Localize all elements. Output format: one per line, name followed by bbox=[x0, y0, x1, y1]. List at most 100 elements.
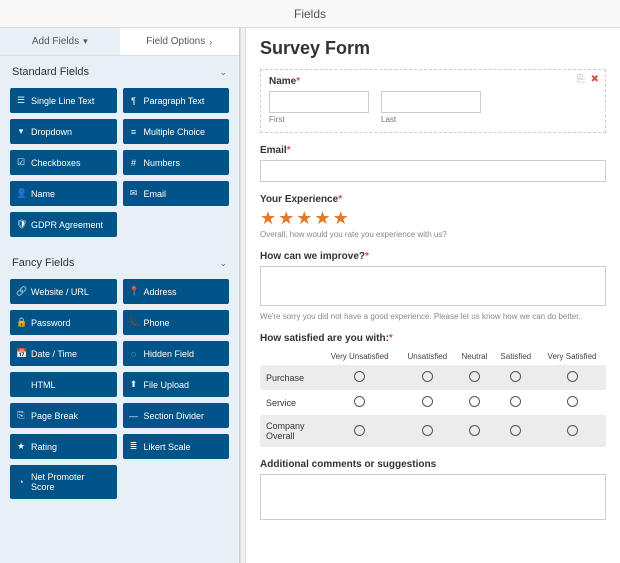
field-button-dropdown[interactable]: ▾Dropdown bbox=[10, 119, 117, 144]
field-name[interactable]: ⎘ ✖ Name* First Last bbox=[260, 69, 606, 133]
likert-radio[interactable] bbox=[422, 396, 433, 407]
likert-row-label: Service bbox=[260, 390, 320, 415]
likert-radio[interactable] bbox=[510, 371, 521, 382]
field-button-checkboxes[interactable]: ☑Checkboxes bbox=[10, 150, 117, 175]
likert-row: Purchase bbox=[260, 365, 606, 390]
duplicate-icon[interactable]: ⎘ bbox=[577, 74, 585, 85]
field-button-grid: 🔗Website / URL 📍 Address 🔒Password 📞 Phone 📅Da… bbox=[0, 275, 239, 509]
field-button-label: Address bbox=[144, 287, 177, 297]
field-button-hidden-field[interactable]: ◌Hidden Field bbox=[123, 341, 230, 366]
field-button-numbers[interactable]: #Numbers bbox=[123, 150, 230, 175]
field-button-gdpr-agreement[interactable]: 🛡GDPR Agreement bbox=[10, 212, 117, 237]
field-button-multiple-choice[interactable]: ≡Multiple Choice bbox=[123, 119, 230, 144]
phone-icon: 📞 bbox=[129, 317, 139, 328]
field-button-website-url[interactable]: 🔗Website / URL bbox=[10, 279, 117, 304]
star-icon[interactable]: ★ bbox=[260, 209, 276, 227]
field-button-page-break[interactable]: ⎘Page Break bbox=[10, 403, 117, 428]
comments-label: Additional comments or suggestions bbox=[260, 459, 606, 470]
likert-radio[interactable] bbox=[422, 425, 433, 436]
improve-label: How can we improve? bbox=[260, 251, 365, 262]
likert-radio[interactable] bbox=[354, 396, 365, 407]
vertical-divider[interactable] bbox=[240, 28, 246, 563]
likert-radio[interactable] bbox=[354, 371, 365, 382]
improve-hint: We're sorry you did not have a good expe… bbox=[260, 312, 606, 321]
field-button-paragraph-text[interactable]: ¶Paragraph Text bbox=[123, 88, 230, 113]
field-button-label: Likert Scale bbox=[144, 442, 191, 452]
single-line-text-icon: ☰ bbox=[16, 95, 26, 106]
field-button-phone[interactable]: 📞 Phone bbox=[123, 310, 230, 335]
field-satisfied[interactable]: How satisfied are you with:* Very Unsati… bbox=[260, 333, 606, 447]
likert-col-header: Very Unsatisfied bbox=[320, 348, 399, 365]
form-preview: Survey Form ⎘ ✖ Name* First Last Email* bbox=[246, 28, 620, 563]
group-title: Fancy Fields bbox=[12, 257, 74, 269]
email-label: Email bbox=[260, 145, 287, 156]
satisfied-label: How satisfied are you with: bbox=[260, 333, 389, 344]
date-time-icon: 📅 bbox=[16, 348, 26, 359]
field-button-label: Multiple Choice bbox=[144, 127, 206, 137]
field-button-net-promoter-score[interactable]: ◔Net Promoter Score bbox=[10, 465, 117, 499]
last-name-input[interactable] bbox=[381, 91, 481, 113]
tab-add-fields[interactable]: Add Fields ▾ bbox=[0, 28, 120, 55]
form-title: Survey Form bbox=[260, 38, 606, 59]
likert-radio[interactable] bbox=[567, 396, 578, 407]
field-button-label: Section Divider bbox=[144, 411, 205, 421]
likert-radio[interactable] bbox=[510, 396, 521, 407]
address-icon: 📍 bbox=[129, 286, 139, 297]
email-input[interactable] bbox=[260, 160, 606, 182]
field-button-label: Name bbox=[31, 189, 55, 199]
field-experience[interactable]: Your Experience* ★★★★★ Overall, how woul… bbox=[260, 194, 606, 239]
improve-textarea[interactable] bbox=[260, 266, 606, 306]
field-button-section-divider[interactable]: —Section Divider bbox=[123, 403, 230, 428]
star-icon[interactable]: ★ bbox=[314, 209, 330, 227]
star-icon[interactable]: ★ bbox=[296, 209, 312, 227]
comments-textarea[interactable] bbox=[260, 474, 606, 520]
group-header[interactable]: Standard Fields⌄ bbox=[0, 56, 239, 84]
top-bar-title: Fields bbox=[294, 7, 326, 21]
field-email[interactable]: Email* bbox=[260, 145, 606, 182]
field-button-single-line-text[interactable]: ☰Single Line Text bbox=[10, 88, 117, 113]
password-icon: 🔒 bbox=[16, 317, 26, 328]
likert-radio[interactable] bbox=[469, 425, 480, 436]
field-button-name[interactable]: 👤Name bbox=[10, 181, 117, 206]
field-button-label: Phone bbox=[144, 318, 170, 328]
sidebar-tabs: Add Fields ▾ Field Options › bbox=[0, 28, 239, 56]
likert-radio[interactable] bbox=[422, 371, 433, 382]
first-name-input[interactable] bbox=[269, 91, 369, 113]
field-button-file-upload[interactable]: ⬆File Upload bbox=[123, 372, 230, 397]
field-improve[interactable]: How can we improve?* We're sorry you did… bbox=[260, 251, 606, 321]
field-button-date-time[interactable]: 📅Date / Time bbox=[10, 341, 117, 366]
rating-stars[interactable]: ★★★★★ bbox=[260, 209, 606, 227]
field-button-likert-scale[interactable]: ≣ Likert Scale bbox=[123, 434, 230, 459]
checkboxes-icon: ☑ bbox=[16, 157, 26, 168]
field-button-label: HTML bbox=[31, 380, 56, 390]
likert-table: Very UnsatisfiedUnsatisfiedNeutralSatisf… bbox=[260, 348, 606, 447]
star-icon[interactable]: ★ bbox=[278, 209, 294, 227]
field-button-label: Hidden Field bbox=[144, 349, 195, 359]
delete-icon[interactable]: ✖ bbox=[591, 74, 599, 85]
tab-add-fields-label: Add Fields bbox=[32, 36, 79, 47]
field-button-label: File Upload bbox=[144, 380, 190, 390]
star-icon[interactable]: ★ bbox=[333, 209, 349, 227]
field-button-address[interactable]: 📍 Address bbox=[123, 279, 230, 304]
likert-radio[interactable] bbox=[567, 371, 578, 382]
field-button-label: Email bbox=[144, 189, 167, 199]
likert-radio[interactable] bbox=[469, 396, 480, 407]
field-button-email[interactable]: ✉Email bbox=[123, 181, 230, 206]
chevron-right-icon: › bbox=[209, 37, 212, 47]
likert-radio[interactable] bbox=[469, 371, 480, 382]
net-promoter-score-icon: ◔ bbox=[16, 477, 26, 487]
field-button-rating[interactable]: ★Rating bbox=[10, 434, 117, 459]
likert-scale-icon: ≣ bbox=[129, 441, 139, 452]
tab-field-options[interactable]: Field Options › bbox=[120, 28, 240, 55]
likert-radio[interactable] bbox=[354, 425, 365, 436]
likert-radio[interactable] bbox=[510, 425, 521, 436]
numbers-icon: # bbox=[129, 158, 139, 168]
field-button-label: Paragraph Text bbox=[144, 96, 205, 106]
field-button-password[interactable]: 🔒Password bbox=[10, 310, 117, 335]
field-button-html[interactable]: HTML bbox=[10, 372, 117, 397]
likert-radio[interactable] bbox=[567, 425, 578, 436]
experience-label: Your Experience bbox=[260, 194, 338, 205]
field-comments[interactable]: Additional comments or suggestions bbox=[260, 459, 606, 523]
likert-col-header: Satisfied bbox=[494, 348, 539, 365]
group-header[interactable]: Fancy Fields⌄ bbox=[0, 247, 239, 275]
